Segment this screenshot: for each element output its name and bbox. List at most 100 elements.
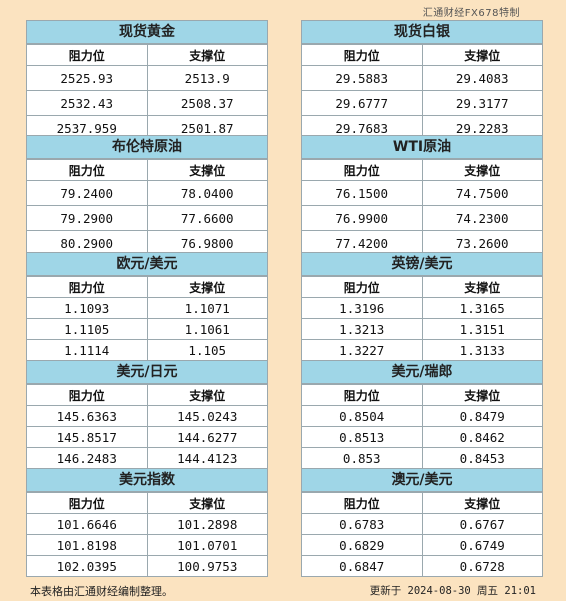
support-value: 78.0400 xyxy=(146,180,267,206)
resistance-header: 阻力位 xyxy=(302,492,423,514)
update-timestamp: 更新于 2024-08-30 周五 21:01 xyxy=(369,585,536,597)
quote-panel: 澳元/美元 阻力位 支撑位 0.6783 0.6767 0.6829 0.6749 0.684… xyxy=(301,468,543,577)
support-value: 1.1071 xyxy=(146,297,267,319)
levels-table: 阻力位 支撑位 79.2400 78.0400 79.2900 77.6600 80.290… xyxy=(27,159,267,256)
resistance-value: 1.1114 xyxy=(27,339,148,361)
table-row: 1.3213 1.3151 xyxy=(302,318,542,340)
resistance-value: 77.4200 xyxy=(302,230,423,256)
resistance-value: 1.1105 xyxy=(27,318,148,340)
levels-table: 阻力位 支撑位 101.6646 101.2898 101.8198 101.0701 10… xyxy=(27,492,267,577)
support-value: 0.8462 xyxy=(421,426,542,448)
support-value: 1.3133 xyxy=(421,339,542,361)
resistance-header: 阻力位 xyxy=(27,384,148,406)
resistance-header: 阻力位 xyxy=(302,44,423,66)
support-value: 1.3151 xyxy=(421,318,542,340)
support-value: 1.1061 xyxy=(146,318,267,340)
resistance-header: 阻力位 xyxy=(302,276,423,298)
resistance-value: 79.2400 xyxy=(27,180,148,206)
levels-table: 阻力位 支撑位 0.8504 0.8479 0.8513 0.8462 0.853 0.845… xyxy=(302,384,542,469)
support-value: 145.0243 xyxy=(146,405,267,427)
resistance-header: 阻力位 xyxy=(302,384,423,406)
quote-panel: 美元指数 阻力位 支撑位 101.6646 101.2898 101.8198 101.07… xyxy=(26,468,268,577)
quote-panel: 布伦特原油 阻力位 支撑位 79.2400 78.0400 79.2900 77.6600 8… xyxy=(26,135,268,256)
table-row: 2525.93 2513.9 xyxy=(27,65,267,91)
table-row: 146.2483 144.4123 xyxy=(27,447,267,469)
panel-title: 现货黄金 xyxy=(27,20,267,44)
panel-title: 现货白银 xyxy=(302,20,542,44)
panel-title: WTI原油 xyxy=(302,135,542,159)
support-value: 29.3177 xyxy=(421,90,542,116)
table-row: 0.6783 0.6767 xyxy=(302,513,542,535)
support-value: 2513.9 xyxy=(146,65,267,91)
quote-panel: 现货白银 阻力位 支撑位 29.5883 29.4083 29.6777 29.3177 29… xyxy=(301,20,543,141)
support-value: 101.2898 xyxy=(146,513,267,535)
support-value: 101.0701 xyxy=(146,534,267,556)
table-row: 76.1500 74.7500 xyxy=(302,180,542,206)
support-header: 支撑位 xyxy=(421,44,542,66)
footer-note: 本表格由汇通财经编制整理。 xyxy=(30,585,173,598)
support-header: 支撑位 xyxy=(146,384,267,406)
resistance-value: 29.5883 xyxy=(302,65,423,91)
support-value: 29.4083 xyxy=(421,65,542,91)
resistance-value: 2532.43 xyxy=(27,90,148,116)
resistance-header: 阻力位 xyxy=(27,44,148,66)
resistance-value: 76.9900 xyxy=(302,205,423,231)
brand-label: 汇通财经FX678特制 xyxy=(422,8,520,19)
support-value: 0.8479 xyxy=(421,405,542,427)
support-value: 73.2600 xyxy=(421,230,542,256)
support-value: 0.6749 xyxy=(421,534,542,556)
quote-panel: 欧元/美元 阻力位 支撑位 1.1093 1.1071 1.1105 1.1061 1.111… xyxy=(26,252,268,361)
table-row: 101.8198 101.0701 xyxy=(27,534,267,556)
panel-title: 美元/日元 xyxy=(27,360,267,384)
levels-table: 阻力位 支撑位 145.6363 145.0243 145.8517 144.6277 14… xyxy=(27,384,267,469)
panel-title: 美元/瑞郎 xyxy=(302,360,542,384)
table-row: 77.4200 73.2600 xyxy=(302,230,542,256)
table-row: 1.1114 1.105 xyxy=(27,339,267,361)
support-header: 支撑位 xyxy=(421,159,542,181)
support-header: 支撑位 xyxy=(146,159,267,181)
resistance-value: 1.3213 xyxy=(302,318,423,340)
resistance-value: 101.6646 xyxy=(27,513,148,535)
resistance-value: 76.1500 xyxy=(302,180,423,206)
resistance-value: 29.6777 xyxy=(302,90,423,116)
panel-title: 英镑/美元 xyxy=(302,252,542,276)
resistance-header: 阻力位 xyxy=(27,276,148,298)
table-row: 80.2900 76.9800 xyxy=(27,230,267,256)
table-row: 0.6829 0.6749 xyxy=(302,534,542,556)
table-row: 1.1093 1.1071 xyxy=(27,297,267,319)
support-value: 144.4123 xyxy=(146,447,267,469)
resistance-value: 0.8513 xyxy=(302,426,423,448)
table-row: 29.5883 29.4083 xyxy=(302,65,542,91)
table-row: 79.2400 78.0400 xyxy=(27,180,267,206)
table-row: 0.853 0.8453 xyxy=(302,447,542,469)
resistance-header: 阻力位 xyxy=(302,159,423,181)
support-value: 76.9800 xyxy=(146,230,267,256)
quote-panel: WTI原油 阻力位 支撑位 76.1500 74.7500 76.9900 74.2300 7… xyxy=(301,135,543,256)
table-row: 79.2900 77.6600 xyxy=(27,205,267,231)
resistance-value: 145.8517 xyxy=(27,426,148,448)
resistance-value: 0.6847 xyxy=(302,555,423,577)
resistance-value: 0.853 xyxy=(302,447,423,469)
resistance-value: 80.2900 xyxy=(27,230,148,256)
support-value: 144.6277 xyxy=(146,426,267,448)
resistance-value: 0.6783 xyxy=(302,513,423,535)
table-row: 102.0395 100.9753 xyxy=(27,555,267,577)
table-row: 76.9900 74.2300 xyxy=(302,205,542,231)
support-value: 1.3165 xyxy=(421,297,542,319)
resistance-value: 102.0395 xyxy=(27,555,148,577)
resistance-value: 1.3227 xyxy=(302,339,423,361)
quote-panel: 美元/日元 阻力位 支撑位 145.6363 145.0243 145.8517 144.6… xyxy=(26,360,268,469)
support-value: 0.8453 xyxy=(421,447,542,469)
table-row: 101.6646 101.2898 xyxy=(27,513,267,535)
levels-table: 阻力位 支撑位 1.1093 1.1071 1.1105 1.1061 1.1114 1.10… xyxy=(27,276,267,361)
table-row: 1.3227 1.3133 xyxy=(302,339,542,361)
table-row: 0.8513 0.8462 xyxy=(302,426,542,448)
resistance-header: 阻力位 xyxy=(27,159,148,181)
levels-table: 阻力位 支撑位 76.1500 74.7500 76.9900 74.2300 77.420… xyxy=(302,159,542,256)
quote-panel: 美元/瑞郎 阻力位 支撑位 0.8504 0.8479 0.8513 0.8462 0.853… xyxy=(301,360,543,469)
support-value: 100.9753 xyxy=(146,555,267,577)
support-value: 0.6767 xyxy=(421,513,542,535)
support-header: 支撑位 xyxy=(146,276,267,298)
support-header: 支撑位 xyxy=(146,492,267,514)
support-header: 支撑位 xyxy=(146,44,267,66)
